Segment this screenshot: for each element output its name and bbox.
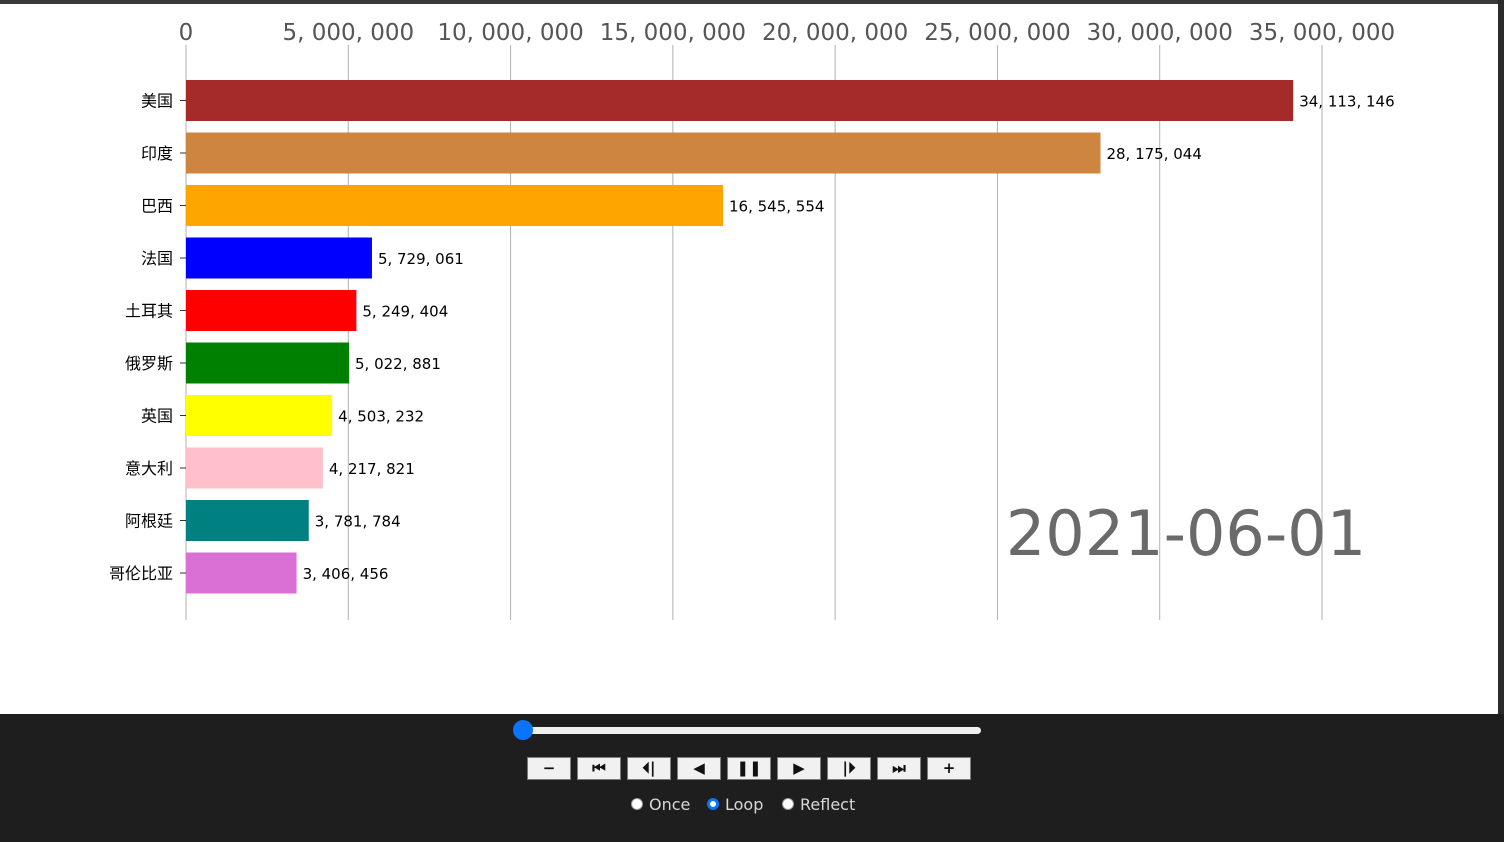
y-tick-label: 英国 — [141, 407, 173, 426]
value-label: 16, 545, 554 — [729, 198, 824, 216]
value-label: 34, 113, 146 — [1299, 93, 1394, 111]
bar — [186, 185, 724, 226]
mode-option-once[interactable]: Once — [631, 794, 690, 814]
value-label: 4, 217, 821 — [329, 460, 415, 478]
bar-chart: 0 5, 000, 000 10, 000, 000 15, 000, 000 20, … — [109, 20, 1395, 620]
radio-button[interactable] — [782, 798, 794, 810]
value-label: 5, 022, 881 — [355, 355, 441, 373]
y-tick-label: 哥伦比亚 — [109, 564, 173, 583]
mode-option-reflect[interactable]: Reflect — [782, 794, 855, 814]
radio-label: Loop — [725, 794, 764, 814]
bar — [186, 290, 357, 331]
x-tick-label: 10, 000, 000 — [437, 20, 583, 46]
radio-label: Once — [649, 794, 691, 814]
frame-slider-thumb[interactable] — [513, 720, 533, 740]
y-tick-label: 印度 — [141, 144, 173, 163]
figure-area: 0 5, 000, 000 10, 000, 000 15, 000, 000 20, … — [0, 4, 1498, 714]
first-frame-button[interactable]: ⏮ — [577, 757, 621, 780]
bar — [186, 500, 309, 541]
bar — [186, 237, 372, 279]
increase-speed-button[interactable]: + — [927, 757, 971, 780]
bar — [186, 447, 323, 489]
radio-button[interactable] — [631, 798, 643, 810]
value-label: 4, 503, 232 — [338, 408, 424, 426]
y-tick-label: 法国 — [141, 249, 173, 268]
bar — [186, 132, 1101, 174]
y-tick-label: 俄罗斯 — [125, 354, 173, 373]
date-label: 2021-06-01 — [1006, 497, 1366, 570]
x-tick-label: 30, 000, 000 — [1087, 20, 1233, 46]
value-labels: 34, 113, 146 28, 175, 044 16, 545, 554 5, 7… — [303, 93, 1395, 584]
y-tick-label: 意大利 — [125, 459, 173, 478]
last-frame-button[interactable]: ⏭ — [877, 757, 921, 780]
window-right-edge — [1498, 0, 1504, 714]
value-label: 28, 175, 044 — [1106, 145, 1201, 163]
x-tick-label: 35, 000, 000 — [1249, 20, 1395, 46]
step-back-button[interactable]: ⏴| — [627, 757, 671, 780]
x-tick-label: 25, 000, 000 — [924, 20, 1070, 46]
pause-button[interactable]: ❚❚ — [727, 757, 771, 780]
window-top-strip — [0, 0, 1504, 4]
bar — [186, 80, 1294, 121]
value-label: 5, 249, 404 — [362, 303, 448, 321]
bar — [186, 395, 333, 436]
decrease-speed-button[interactable]: − — [527, 757, 571, 780]
x-tick-label: 0 — [179, 20, 194, 46]
mode-option-loop[interactable]: Loop — [707, 794, 763, 814]
bars — [186, 80, 1294, 594]
x-tick-label: 20, 000, 000 — [762, 20, 908, 46]
value-label: 3, 781, 784 — [315, 513, 401, 531]
bar — [186, 342, 350, 384]
y-tick-label: 阿根廷 — [125, 512, 173, 531]
x-tick-labels: 0 5, 000, 000 10, 000, 000 15, 000, 000 20, … — [179, 20, 1395, 46]
y-tick-label: 美国 — [141, 92, 173, 111]
radio-label: Reflect — [800, 794, 856, 814]
x-tick-label: 5, 000, 000 — [282, 20, 414, 46]
y-tick-label: 巴西 — [141, 197, 173, 216]
radio-button[interactable] — [707, 798, 719, 810]
frame-slider[interactable] — [523, 727, 981, 734]
play-button[interactable]: ▶ — [777, 757, 821, 780]
bar — [186, 552, 297, 594]
y-tick-label: 土耳其 — [125, 302, 173, 321]
play-reverse-button[interactable]: ◀ — [677, 757, 721, 780]
step-forward-button[interactable]: |⏵ — [827, 757, 871, 780]
value-label: 3, 406, 456 — [303, 565, 389, 583]
value-label: 5, 729, 061 — [378, 250, 464, 268]
x-tick-label: 15, 000, 000 — [600, 20, 746, 46]
